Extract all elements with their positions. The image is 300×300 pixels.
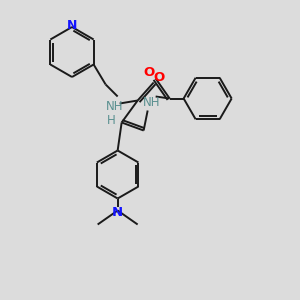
Text: N: N xyxy=(112,206,123,219)
Text: NH: NH xyxy=(143,96,160,109)
Text: O: O xyxy=(153,71,164,84)
Text: NH: NH xyxy=(106,100,123,113)
Text: N: N xyxy=(67,19,77,32)
Text: O: O xyxy=(143,66,154,79)
Text: H: H xyxy=(107,114,116,127)
